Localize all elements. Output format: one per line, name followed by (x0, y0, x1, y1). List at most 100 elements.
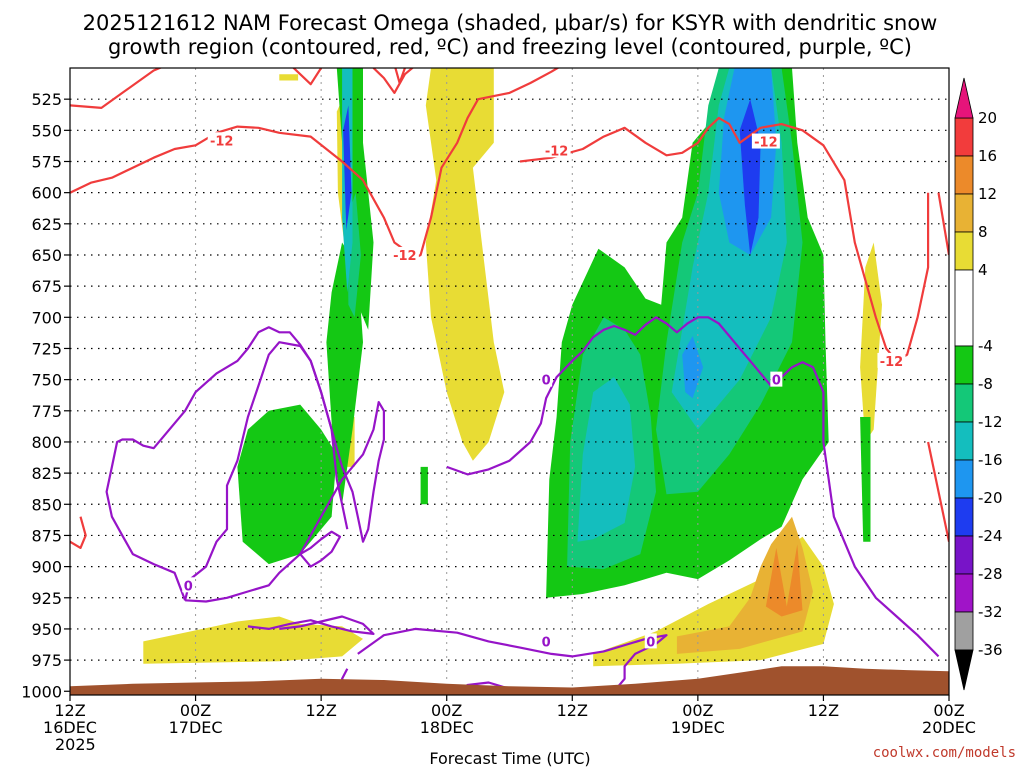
y-tick-label-950: 950 (31, 620, 62, 639)
contour-label-5: 0 (184, 579, 193, 594)
x-tick-label-5-0: 00Z (682, 701, 713, 720)
contour-label-4: -12 (880, 355, 904, 370)
x-tick-label-0-1: 16DEC (43, 718, 97, 737)
y-tick-label-925: 925 (31, 589, 62, 608)
contour-label-3: -12 (754, 136, 778, 151)
contour-label-2: -12 (545, 144, 569, 159)
colorbar-bin-12 (954, 611, 974, 651)
dgz-contour-4 (394, 68, 406, 85)
contour-label-bg-7 (770, 371, 783, 387)
colorbar-label-2: 12 (978, 185, 997, 203)
x-tick-label-4-0: 12Z (557, 701, 588, 720)
dgz-contour-8 (70, 516, 87, 550)
colorbar-label-9: -20 (978, 489, 1003, 507)
contour-label-7: 0 (772, 374, 781, 389)
y-tick-label-550: 550 (31, 121, 62, 140)
omega-region-7 (279, 74, 299, 81)
x-tick-label-3-0: 00Z (431, 701, 462, 720)
colorbar-label-0: 20 (978, 109, 997, 127)
y-tick-label-850: 850 (31, 495, 62, 514)
colorbar-top-arrow (954, 77, 974, 119)
colorbar-bin-7 (954, 421, 974, 461)
colorbar-bin-11 (954, 573, 974, 613)
credit-text: coolwx.com/models (873, 745, 1016, 761)
dgz-contour-0 (70, 68, 163, 110)
y-tick-label-725: 725 (31, 339, 62, 358)
colorbar-label-3: 8 (978, 223, 988, 241)
y-axis-ticks: 525 550 575 600 625 650 675 700 725 750 775 800 825 8… (21, 90, 70, 701)
contour-label-bg-2 (542, 142, 571, 158)
contour-label-9: 0 (646, 635, 655, 650)
x-tick-label-2-0: 12Z (305, 701, 336, 720)
colorbar-label-8: -16 (978, 451, 1003, 469)
colorbar-label-12: -32 (978, 603, 1003, 621)
y-tick-label-650: 650 (31, 246, 62, 265)
colorbar-bin-0 (954, 117, 974, 157)
contour-label-bg-9 (644, 633, 657, 649)
colorbar-bin-3 (954, 231, 974, 271)
omega-region-14 (420, 466, 428, 505)
omega-region-13 (860, 417, 871, 542)
dgz-contour-3 (292, 68, 323, 86)
contour-label-0: -12 (210, 134, 234, 149)
x-tick-label-7-0: 00Z (933, 701, 964, 720)
omega-region-1 (143, 616, 363, 664)
x-tick-label-0-2: 2025 (55, 735, 96, 754)
omega-region-24 (343, 105, 352, 230)
dgz-contour-7 (927, 441, 949, 542)
contour-label-1: -12 (393, 249, 417, 264)
freezing-contour-0 (184, 341, 349, 601)
colorbar-bin-9 (954, 497, 974, 537)
colorbar-label-13: -36 (978, 641, 1003, 659)
y-tick-label-575: 575 (31, 152, 62, 171)
freezing-contour-2 (299, 530, 342, 568)
colorbar-bin-2 (954, 193, 974, 233)
x-tick-label-1-1: 17DEC (169, 718, 223, 737)
freezing-contour-1 (105, 326, 385, 603)
y-tick-label-625: 625 (31, 215, 62, 234)
omega-region-5 (860, 242, 882, 442)
contour-label-8: 0 (542, 635, 551, 650)
contour-label-bg-6 (540, 371, 553, 387)
y-tick-label-900: 900 (31, 558, 62, 577)
dgz-contour-6 (937, 192, 949, 256)
y-tick-label-825: 825 (31, 464, 62, 483)
y-tick-label-800: 800 (31, 433, 62, 452)
y-tick-label-675: 675 (31, 277, 62, 296)
colorbar-label-1: 16 (978, 147, 997, 165)
colorbar-bin-10 (954, 535, 974, 575)
x-tick-label-6-0: 12Z (808, 701, 839, 720)
contour-labels: -12 -12 -12 -12 -12 0 0 0 0 0 (182, 132, 906, 650)
contour-label-bg-0 (207, 132, 236, 148)
contour-label-bg-3 (751, 133, 780, 149)
contour-label-6: 0 (542, 374, 551, 389)
x-tick-label-5-1: 19DEC (671, 718, 725, 737)
omega-region-9 (237, 404, 337, 565)
colorbar-bin-1 (954, 155, 974, 195)
x-tick-label-0-0: 12Z (54, 701, 85, 720)
dgz-contour-1 (70, 68, 560, 259)
omega-region-3 (676, 516, 813, 654)
freezing-contour-3 (247, 615, 375, 636)
contour-label-bg-5 (182, 577, 195, 593)
plot-frame (69, 67, 950, 696)
x-axis-label: Forecast Time (UTC) (429, 749, 590, 768)
colorbar-label-10: -24 (978, 527, 1003, 545)
terrain-polygon (70, 666, 949, 695)
contour-label-bg-8 (540, 633, 553, 649)
colorbar-bottom-arrow (954, 649, 974, 691)
x-tick-label-7-1: 20DEC (922, 718, 976, 737)
y-tick-label-750: 750 (31, 371, 62, 390)
colorbar-label-7: -12 (978, 413, 1003, 431)
y-tick-label-875: 875 (31, 526, 62, 545)
y-tick-label-700: 700 (31, 308, 62, 327)
freezing-contour-7 (446, 316, 940, 658)
contour-label-bg-4 (877, 352, 906, 368)
omega-region-22 (682, 336, 704, 399)
dgz-contour-2 (372, 68, 415, 95)
colorbar: 20 16 12 8 4 -4 -8 -12 -16 -20 -24 -28 -32 -36 (954, 77, 1003, 691)
omega-shaded-regions (143, 68, 882, 667)
omega-region-4 (765, 544, 803, 617)
